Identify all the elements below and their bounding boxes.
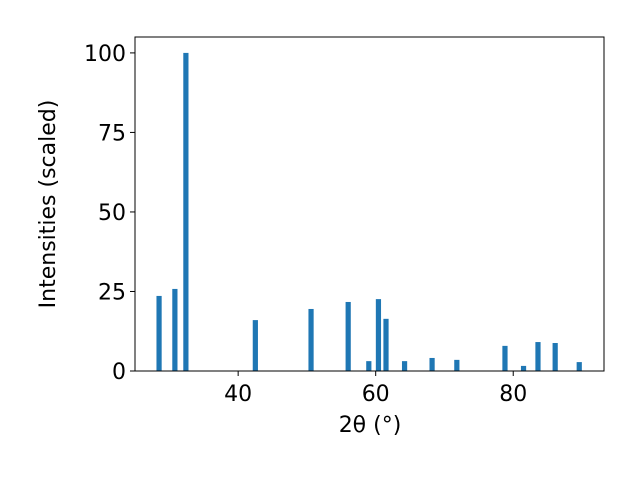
x-tick-label: 40 [224,382,252,407]
bar [156,295,162,371]
bar [520,365,527,371]
y-tick-label: 0 [112,360,126,385]
bar [366,361,372,371]
plot-frame [134,36,605,372]
bar [576,362,582,371]
bar [308,308,314,371]
bar [183,52,189,372]
x-tick-label: 80 [499,382,527,407]
bar [502,345,508,371]
bar [429,357,435,371]
bar [375,299,382,371]
bar [552,343,558,371]
bar [454,359,460,371]
y-tick-label: 50 [98,201,126,226]
bar [172,288,178,371]
bar [383,318,389,371]
x-tick-label: 60 [362,382,390,407]
x-axis-label: 2θ (°) [339,413,402,438]
y-tick-label: 75 [98,121,126,146]
bar [535,342,541,371]
y-tick-label: 100 [84,42,126,67]
y-axis-label: Intensities (scaled) [36,100,61,309]
bar [401,361,408,371]
bar [252,320,258,371]
y-tick-label: 25 [98,280,126,305]
bar [345,301,351,371]
